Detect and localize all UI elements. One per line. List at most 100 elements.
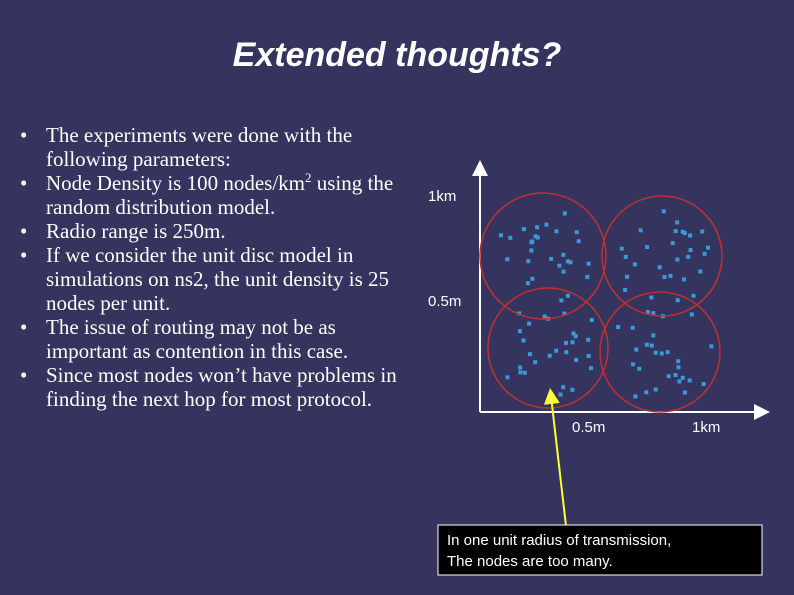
range-circle (487, 287, 609, 409)
node-dot (649, 295, 654, 300)
node-dot (570, 387, 575, 392)
node-dot (564, 350, 569, 355)
node-dot (702, 251, 707, 256)
node-dot (665, 350, 670, 355)
bullet: If we consider the unit disc model in si… (20, 243, 400, 315)
node-dot (625, 274, 630, 279)
node-dot (535, 235, 540, 240)
range-circle (599, 291, 721, 413)
node-dot (687, 378, 692, 383)
node-dot (554, 229, 559, 234)
node-dot (666, 374, 671, 379)
node-dot (676, 359, 681, 364)
node-dot (586, 261, 591, 266)
node-dot (623, 254, 628, 259)
node-dot (686, 254, 691, 259)
node-dot (508, 235, 513, 240)
node-dot (561, 252, 566, 257)
node-dot (558, 392, 563, 397)
node-dot (653, 350, 658, 355)
node-dot (680, 229, 685, 234)
node-dot (651, 311, 656, 316)
node-dot (554, 348, 559, 353)
node-dot (529, 248, 534, 253)
node-dot (706, 245, 710, 250)
node-dot (517, 329, 522, 334)
node-dot (559, 298, 564, 303)
node-dot (682, 277, 687, 282)
node-dot (709, 344, 714, 349)
node-dot (645, 245, 650, 250)
node-dot (630, 325, 635, 330)
node-dot (530, 276, 535, 281)
node-dot (535, 225, 540, 230)
node-dot (680, 375, 685, 380)
node-dot (561, 269, 566, 274)
node-dot (644, 342, 649, 347)
node-dot (585, 274, 590, 279)
node-dot (521, 338, 526, 343)
bullet: The experiments were done with the follo… (20, 123, 400, 171)
node-dot (662, 274, 667, 279)
bullet-text: Node Density is 100 nodes/km (46, 171, 305, 195)
bullet-text: 2 (304, 170, 312, 185)
node-dot (525, 281, 530, 286)
node-dot (673, 229, 678, 234)
node-dot (698, 269, 703, 274)
node-dot (542, 314, 547, 319)
bullet: Node Density is 100 nodes/km2 using the … (20, 171, 400, 219)
node-dot (649, 343, 654, 348)
node-dot (651, 333, 656, 338)
node-dot (668, 273, 673, 278)
callout-text: The nodes are too many. (447, 553, 613, 570)
node-dot (505, 257, 510, 262)
node-dot (589, 366, 593, 371)
node-dot (644, 390, 649, 395)
node-dot (518, 365, 523, 370)
node-dot (544, 222, 549, 227)
bullet: Since most nodes won’t have problems in … (20, 363, 400, 411)
node-dot (529, 240, 534, 245)
node-dot (517, 311, 522, 316)
node-dot (586, 337, 591, 342)
node-dot (498, 233, 503, 238)
node-dot (673, 373, 678, 378)
node-dot (505, 375, 510, 380)
bullet-list: The experiments were done with the follo… (20, 123, 400, 411)
node-dot (632, 262, 637, 267)
node-dot (700, 229, 705, 234)
node-dot (688, 248, 693, 252)
node-dot (688, 233, 693, 238)
y-label: 1km (428, 188, 456, 205)
node-dot (616, 325, 621, 329)
node-dot (527, 321, 532, 326)
node-dot (568, 260, 573, 265)
node-dot (586, 353, 591, 358)
y-label: 0.5m (428, 293, 461, 310)
node-dot (522, 370, 527, 375)
bullet-text: The experiments were done with the follo… (46, 123, 353, 171)
node-dot (645, 309, 650, 314)
node-dot (574, 230, 579, 235)
node-dot (659, 351, 664, 356)
node-dot (589, 318, 594, 322)
node-dot (557, 263, 562, 268)
node-dot (526, 259, 531, 264)
node-dot (562, 311, 567, 316)
node-dot (573, 334, 578, 339)
node-dot (571, 331, 576, 336)
node-dot (661, 209, 666, 214)
node-dot (638, 228, 643, 233)
node-dot (633, 394, 638, 399)
range-circle (601, 195, 723, 317)
node-dot (691, 293, 696, 298)
node-dot (549, 256, 554, 261)
node-dot (637, 366, 642, 371)
node-dot (623, 287, 628, 292)
slide-title: Extended thoughts? (232, 36, 562, 74)
node-dot (521, 227, 526, 232)
callout-pointer (543, 388, 567, 527)
bullet: Radio range is 250m. (20, 219, 400, 243)
